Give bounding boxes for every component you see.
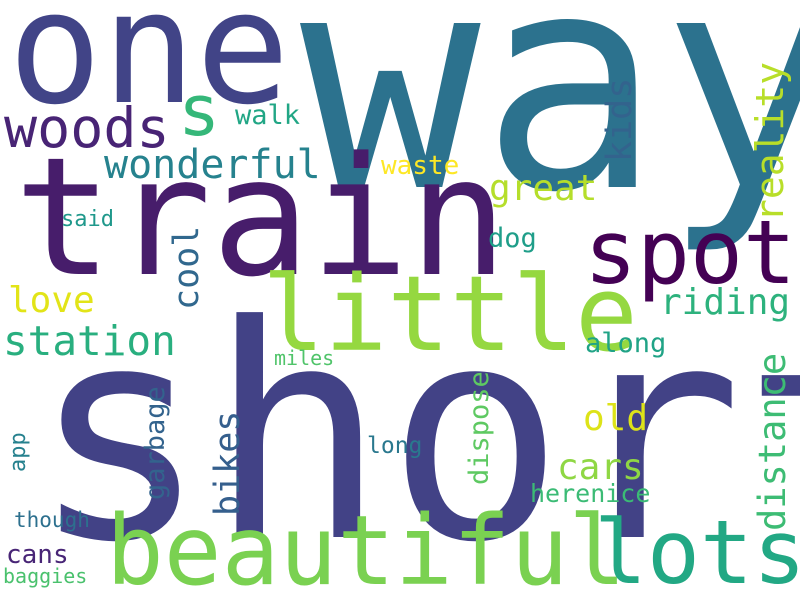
word-cool: cool — [167, 225, 207, 310]
word-baggies: baggies — [3, 564, 88, 588]
word-spot: spot — [584, 201, 796, 304]
word-wonderful: wonderful — [104, 142, 321, 188]
word-bikes: bikes — [208, 410, 248, 516]
word-beautiful: beautiful — [106, 495, 627, 600]
word-riding: riding — [660, 282, 791, 323]
word-little: little — [262, 253, 638, 375]
word-station: station — [3, 317, 176, 365]
word-along: along — [585, 328, 667, 359]
word-cars: cars — [557, 447, 644, 488]
word-dispose: dispose — [464, 371, 495, 485]
word-app: app — [6, 432, 31, 472]
word-way: way — [300, 0, 800, 258]
word-kids: kids — [600, 77, 640, 162]
word-s: s — [178, 70, 221, 152]
word-though: though — [14, 508, 90, 532]
word-herenice: herenice — [530, 479, 651, 508]
word-short: short — [30, 262, 800, 600]
word-great: great — [489, 168, 598, 209]
word-waste: waste — [381, 151, 460, 181]
word-garbage: garbage — [140, 386, 171, 500]
word-one: one — [8, 0, 290, 139]
word-old: old — [583, 398, 649, 439]
word-reality: reality — [748, 61, 792, 222]
word-long: long — [367, 433, 423, 459]
word-cans: cans — [6, 540, 69, 570]
word-woods: woods — [4, 96, 170, 160]
word-distance: distance — [751, 352, 794, 531]
word-train: train — [14, 122, 508, 313]
word-said: said — [61, 207, 114, 232]
word-love: love — [8, 280, 95, 321]
word-dog: dog — [488, 223, 537, 254]
word-miles: miles — [274, 346, 335, 370]
word-walk: walk — [235, 100, 301, 131]
word-lots: lots — [594, 501, 800, 600]
